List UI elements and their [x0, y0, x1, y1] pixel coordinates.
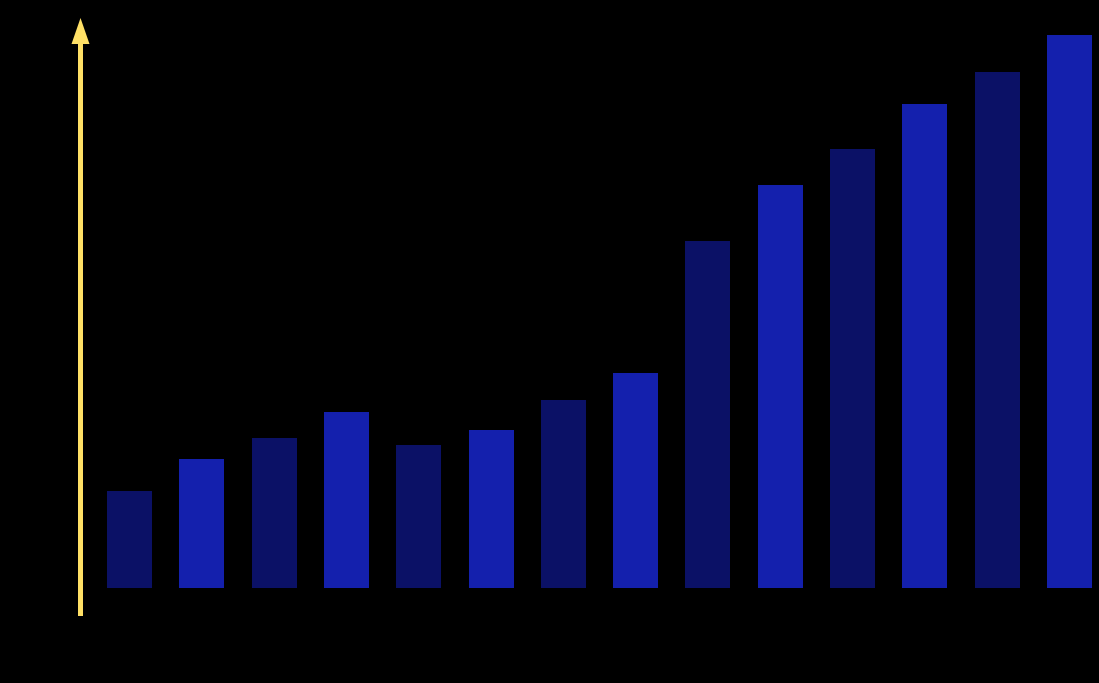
bar-9[interactable] [685, 241, 730, 588]
bar-3[interactable] [252, 438, 297, 588]
bar-13[interactable] [975, 72, 1020, 588]
bar-10[interactable] [758, 185, 803, 588]
bar-14[interactable] [1047, 35, 1092, 588]
bar-2[interactable] [179, 459, 224, 588]
bar-4[interactable] [324, 412, 369, 588]
bar-1[interactable] [107, 491, 152, 588]
bar-12[interactable] [902, 104, 947, 588]
bar-11[interactable] [830, 149, 875, 588]
bars-layer [107, 35, 1092, 588]
bar-7[interactable] [541, 400, 586, 588]
bar-8[interactable] [613, 373, 658, 588]
bar-6[interactable] [469, 430, 514, 588]
bar-5[interactable] [396, 445, 441, 588]
